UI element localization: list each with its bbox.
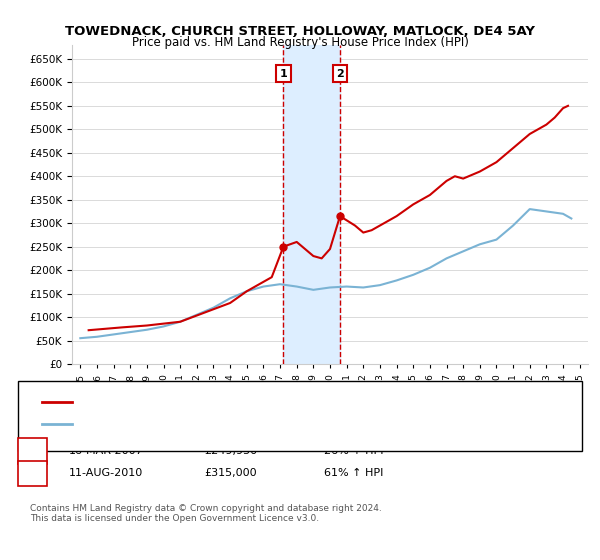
Text: 16-MAR-2007: 16-MAR-2007 [69,446,144,456]
Text: £249,950: £249,950 [204,446,257,456]
Text: 2: 2 [336,68,344,78]
Text: 2: 2 [29,468,36,478]
Bar [283,45,340,364]
Text: Contains HM Land Registry data © Crown copyright and database right 2024.
This d: Contains HM Land Registry data © Crown c… [30,504,382,524]
Text: Price paid vs. HM Land Registry's House Price Index (HPI): Price paid vs. HM Land Registry's House … [131,36,469,49]
Text: 1: 1 [29,446,36,456]
Text: £315,000: £315,000 [204,468,257,478]
Text: 1: 1 [280,68,287,78]
Text: HPI: Average price, detached house, Amber Valley: HPI: Average price, detached house, Ambe… [78,419,323,430]
Text: 11-AUG-2010: 11-AUG-2010 [69,468,143,478]
Text: 61% ↑ HPI: 61% ↑ HPI [324,468,383,478]
Text: TOWEDNACK, CHURCH STREET, HOLLOWAY, MATLOCK, DE4 5AY: TOWEDNACK, CHURCH STREET, HOLLOWAY, MATL… [65,25,535,38]
Text: 26% ↑ HPI: 26% ↑ HPI [324,446,383,456]
Text: TOWEDNACK, CHURCH STREET, HOLLOWAY, MATLOCK, DE4 5AY (detached house): TOWEDNACK, CHURCH STREET, HOLLOWAY, MATL… [78,397,479,407]
